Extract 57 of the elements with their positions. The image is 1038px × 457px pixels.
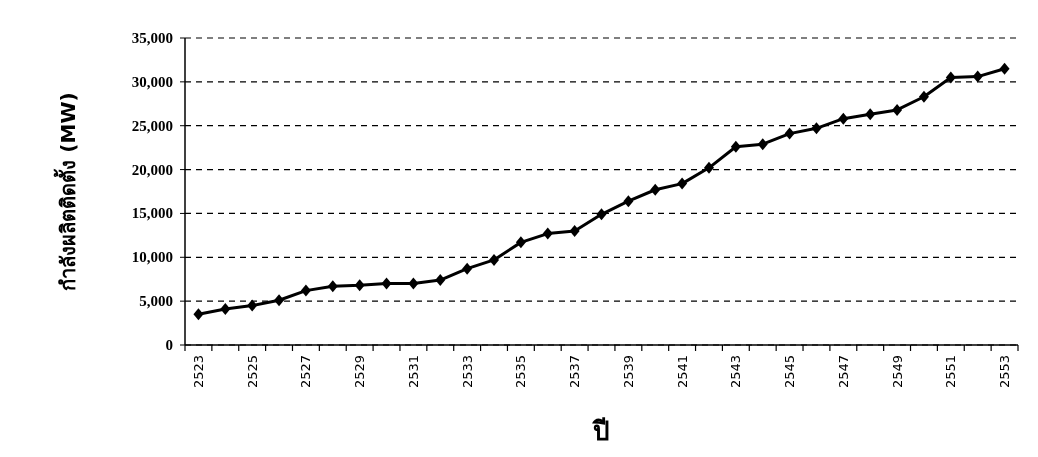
point <box>462 262 473 275</box>
y-axis-title: กำลังผลิตติดตั้ง (MW) <box>53 92 80 291</box>
x-tick-label: 2527 <box>298 355 314 389</box>
point <box>327 280 338 293</box>
x-tick-label: 2525 <box>244 355 260 389</box>
point <box>542 227 553 240</box>
point <box>220 303 231 316</box>
y-tick-label: 15,000 <box>131 205 173 222</box>
y-tick-label: 25,000 <box>131 117 173 134</box>
point <box>623 195 634 208</box>
point <box>892 103 903 116</box>
x-tick-label: 2549 <box>889 355 905 389</box>
y-tick-label: 30,000 <box>131 73 173 90</box>
point <box>703 161 714 174</box>
point <box>569 224 580 237</box>
point <box>677 177 688 190</box>
point <box>972 70 983 83</box>
point <box>918 90 929 103</box>
y-tick-label: 20,000 <box>131 161 173 178</box>
x-tick-label: 2529 <box>352 355 368 389</box>
point <box>515 236 526 249</box>
x-tick-label: 2535 <box>513 355 529 389</box>
point <box>730 140 741 153</box>
point <box>757 138 768 151</box>
x-tick-label: 2533 <box>459 355 475 389</box>
point <box>274 294 285 307</box>
point <box>300 284 311 297</box>
point <box>354 279 365 292</box>
point <box>193 308 204 321</box>
point <box>838 112 849 125</box>
x-axis-title: ปี <box>592 416 610 446</box>
point <box>650 183 661 196</box>
y-tick-label: 5,000 <box>139 293 173 310</box>
x-tick-label: 2531 <box>405 355 421 389</box>
point <box>435 274 446 287</box>
x-tick-label: 2537 <box>567 355 583 389</box>
point <box>945 71 956 84</box>
x-tick-label: 2541 <box>674 355 690 389</box>
x-tick-label: 2539 <box>620 355 636 389</box>
point <box>596 208 607 221</box>
x-tick-label: 2553 <box>997 355 1013 389</box>
point <box>784 127 795 140</box>
y-tick-label: 10,000 <box>131 249 173 266</box>
point <box>865 108 876 121</box>
point <box>408 277 419 290</box>
x-tick-label: 2547 <box>835 355 851 389</box>
point <box>811 122 822 135</box>
point <box>489 253 500 266</box>
y-tick-label: 35,000 <box>131 30 173 46</box>
x-tick-label: 2545 <box>782 355 798 389</box>
x-tick-label: 2543 <box>728 355 744 389</box>
y-tick-label: 0 <box>165 337 173 353</box>
x-tick-label: 2523 <box>190 355 206 389</box>
point <box>999 62 1010 75</box>
x-tick-label: 2551 <box>943 355 959 389</box>
point <box>381 277 392 290</box>
point <box>247 299 258 312</box>
